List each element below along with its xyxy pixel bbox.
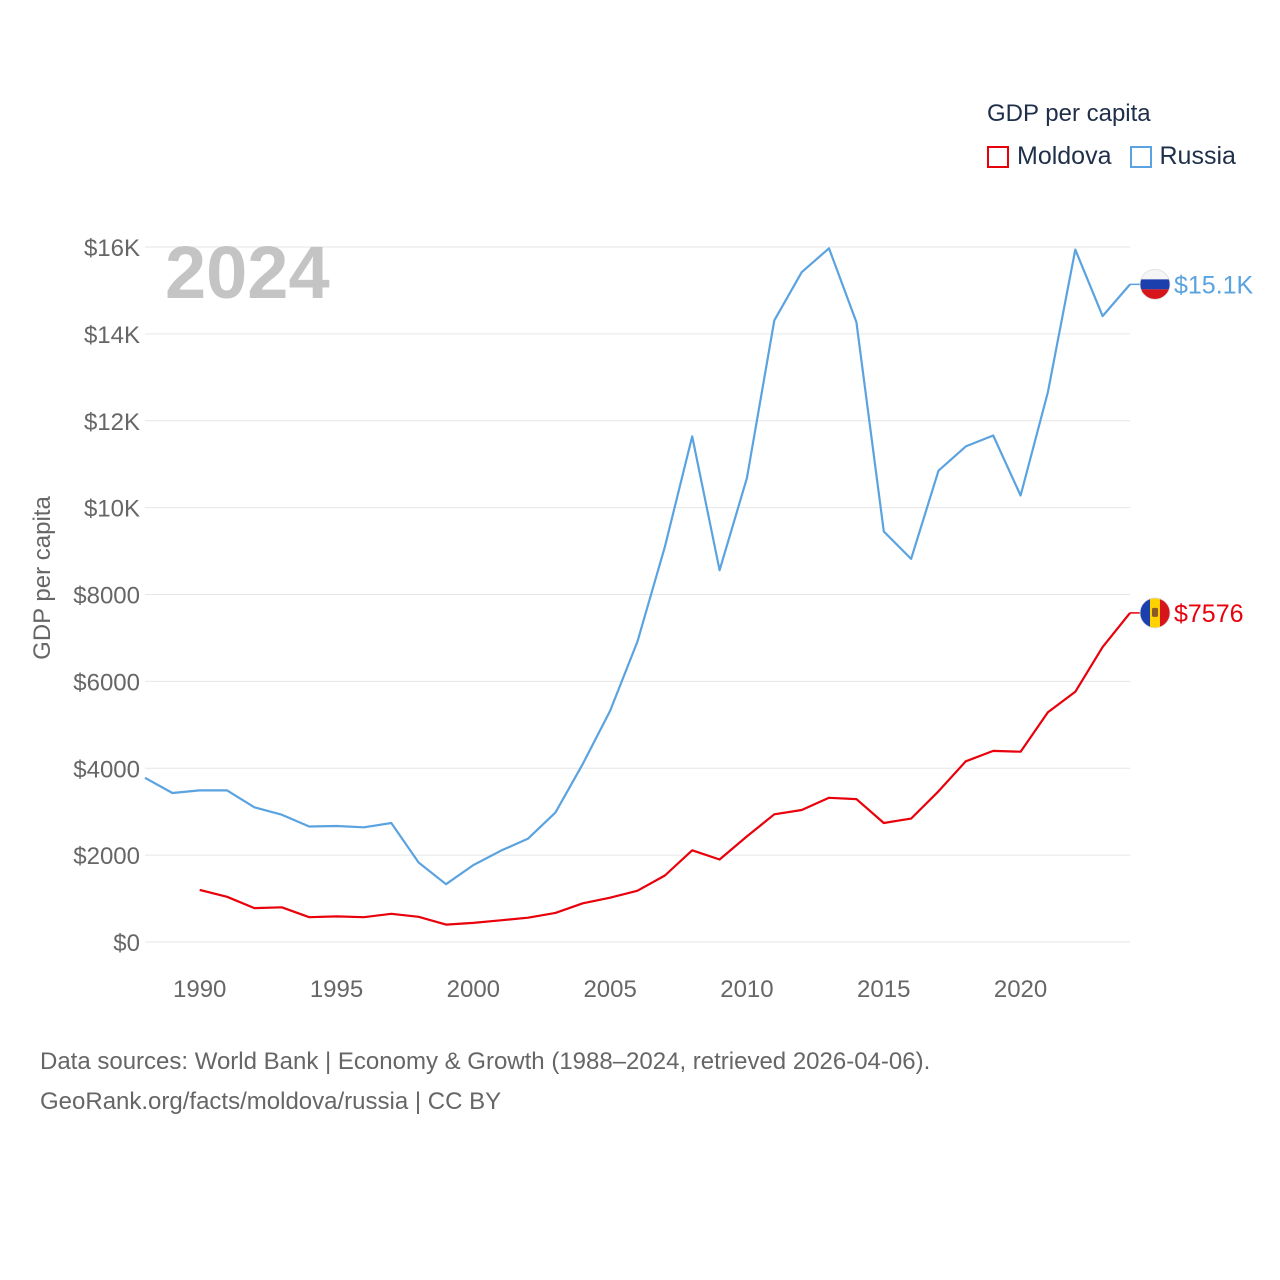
y-tick-label-6: $12K (84, 409, 140, 436)
footer-source: Data sources: World Bank | Economy & Gro… (40, 1042, 930, 1122)
y-tick-label-0: $0 (113, 930, 140, 957)
y-tick-label-7: $14K (84, 322, 140, 349)
x-tick-label-2010: 2010 (720, 976, 773, 1003)
y-tick-label-5: $10K (84, 496, 140, 523)
legend-swatch-russia (1129, 145, 1152, 168)
y-tick-label-8: $16K (84, 235, 140, 262)
y-axis-label: GDP per capita (29, 496, 56, 660)
gridlines (145, 246, 1130, 943)
x-axis-ticks: 1990 1995 2000 2005 2010 2015 2020 (173, 976, 1047, 1003)
legend-title: GDP per capita (987, 100, 1151, 127)
x-tick-label-2000: 2000 (447, 976, 500, 1003)
legend-label-moldova: Moldova (1017, 142, 1112, 170)
x-tick-label-2020: 2020 (994, 976, 1047, 1003)
x-tick-label-2015: 2015 (857, 976, 910, 1003)
y-axis-ticks: $0 $2000 $4000 $6000 $8000 $10K $12K $14K $16K (73, 235, 140, 957)
legend-label-russia: Russia (1159, 142, 1236, 170)
flag-moldova-icon (1139, 597, 1171, 629)
footer-line-1: Data sources: World Bank | Economy & Gro… (40, 1048, 931, 1075)
x-tick-label-1990: 1990 (173, 976, 226, 1003)
y-tick-label-3: $6000 (73, 669, 140, 696)
series-line-moldova (199, 612, 1131, 926)
year-watermark: 2024 (165, 231, 330, 314)
end-value-label-moldova: $7576 (1174, 600, 1244, 628)
footer-line-2[interactable]: GeoRank.org/facts/moldova/russia | CC BY (40, 1088, 502, 1115)
line-chart: $0 $2000 $4000 $6000 $8000 $10K $12K $14K $16K 1… (29, 231, 1254, 1003)
series-line-russia (144, 247, 1131, 886)
legend-item-russia[interactable]: Russia (1129, 142, 1236, 171)
series-lines (144, 247, 1131, 926)
y-tick-label-1: $2000 (73, 843, 140, 870)
legend-item-moldova[interactable]: Moldova (987, 142, 1112, 171)
legend: Moldova Russia (987, 142, 1254, 171)
y-tick-label-4: $8000 (73, 583, 140, 610)
x-tick-label-1995: 1995 (310, 976, 363, 1003)
flag-russia-icon (1139, 268, 1171, 300)
y-tick-label-2: $4000 (73, 756, 140, 783)
series-end-labels: $15.1K $7576 (1130, 268, 1254, 629)
x-tick-label-2005: 2005 (583, 976, 636, 1003)
legend-swatch-moldova (987, 145, 1009, 168)
end-value-label-russia: $15.1K (1174, 271, 1254, 299)
